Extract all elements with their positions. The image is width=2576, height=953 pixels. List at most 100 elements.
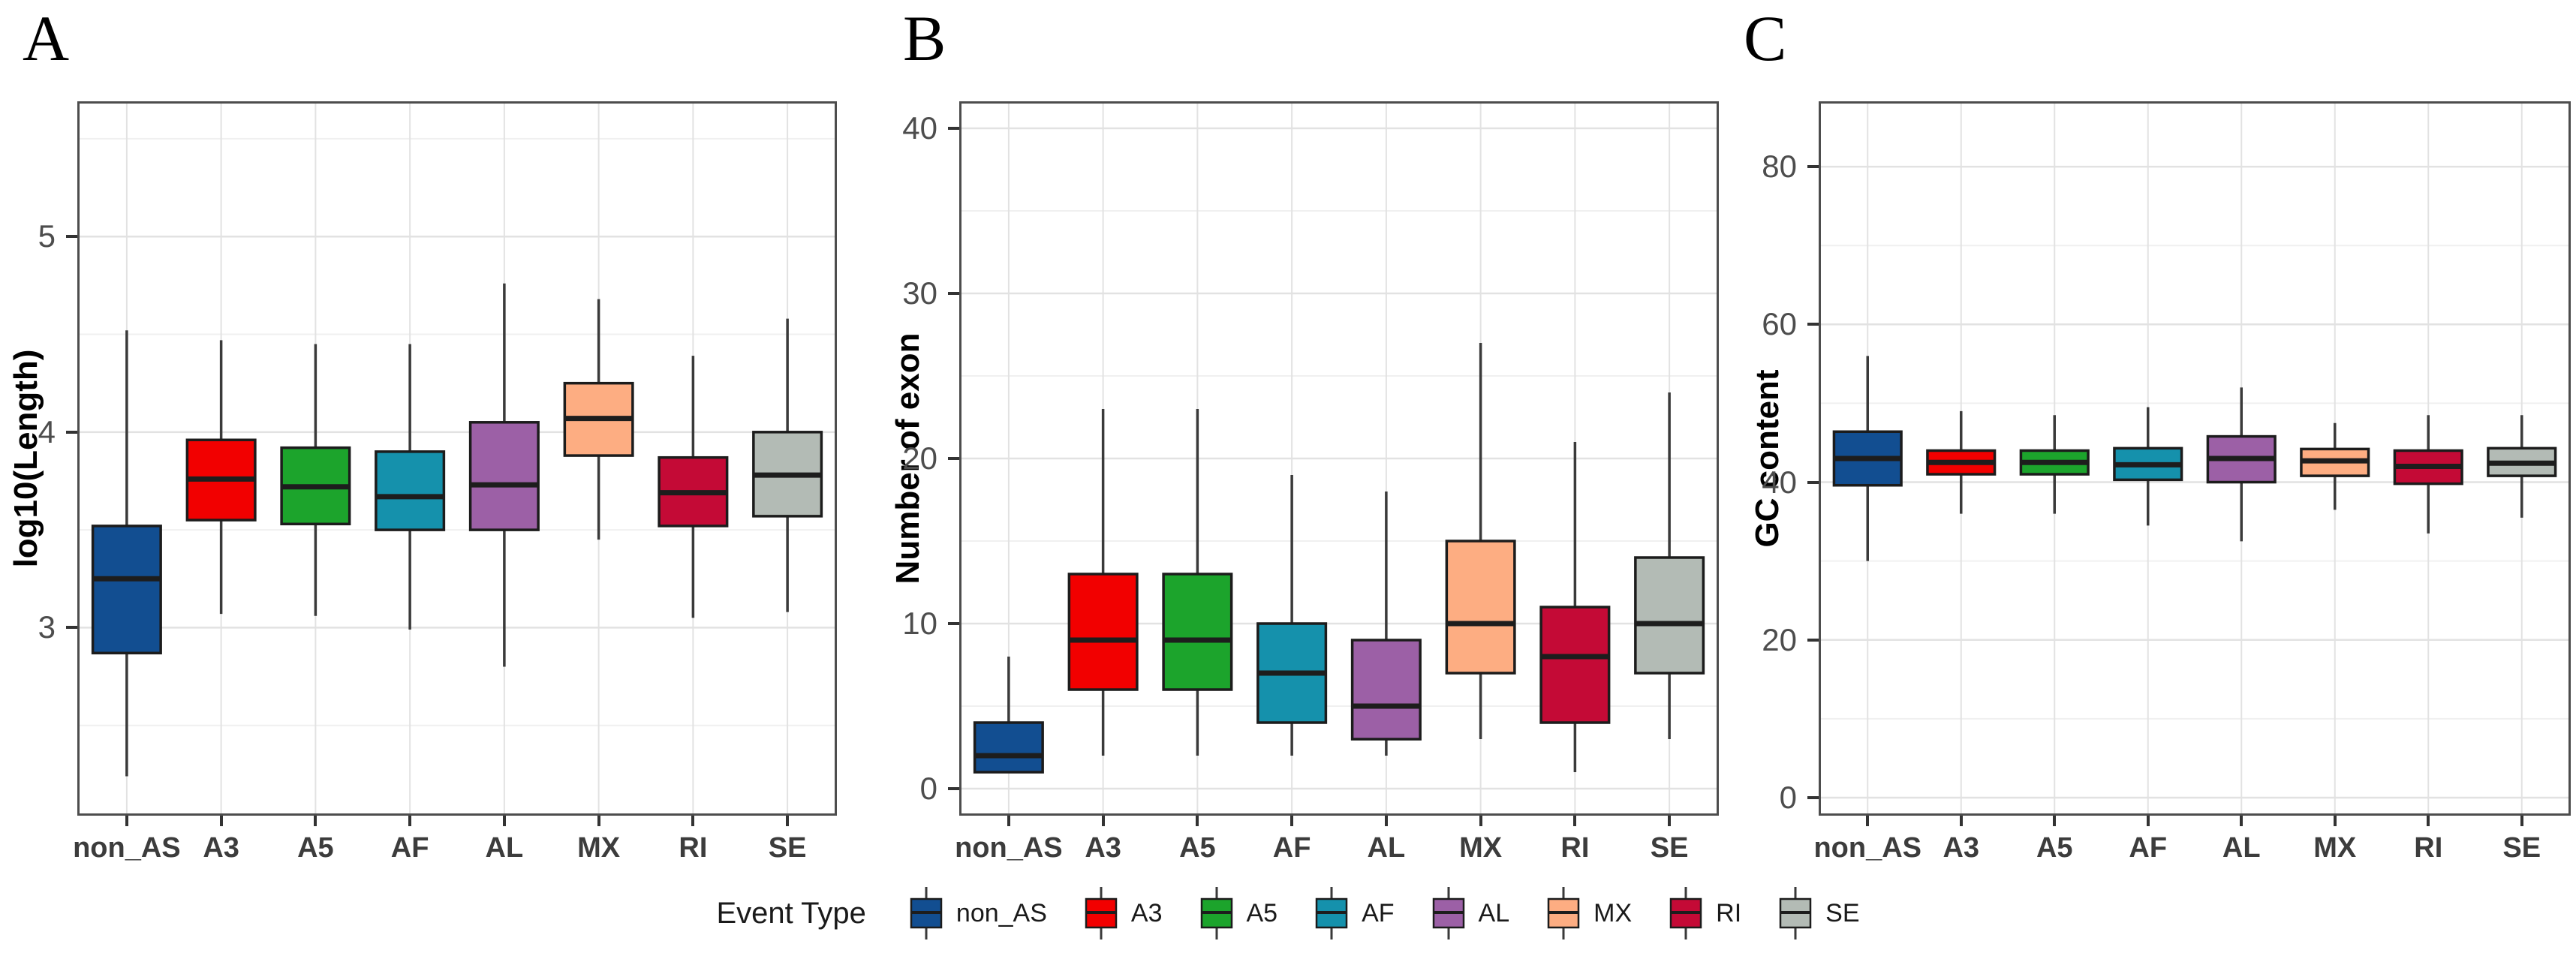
panel-c-letter: C (1744, 2, 1787, 74)
x-tick-mark (1959, 816, 1963, 826)
y-tick-label: 10 (902, 606, 937, 641)
x-tick-label-RI: RI (679, 832, 708, 864)
legend-label-AF: AF (1362, 898, 1395, 927)
y-tick-mark (948, 787, 959, 790)
boxplot-A5 (2019, 415, 2090, 514)
x-tick-label-A5: A5 (2036, 832, 2073, 864)
panel-b-plot-area (959, 101, 1719, 816)
boxplot-AF (1256, 475, 1328, 756)
x-tick-mark (691, 816, 695, 826)
y-tick-label: 40 (1762, 464, 1797, 500)
y-tick-mark (1807, 165, 1819, 169)
x-tick-mark (2333, 816, 2337, 826)
legend-item-RI: RI (1668, 887, 1741, 939)
legend-item-A3: A3 (1083, 887, 1163, 939)
x-tick-label-non_AS: non_AS (73, 832, 181, 864)
boxplot-non_AS (91, 330, 162, 777)
boxplot-AL (2206, 387, 2277, 542)
legend-label-RI: RI (1716, 898, 1742, 927)
x-tick-label-SE: SE (768, 832, 807, 864)
x-tick-mark (597, 816, 600, 826)
y-tick-label: 3 (38, 609, 56, 645)
x-tick-mark (2240, 816, 2243, 826)
x-tick-label-A5: A5 (297, 832, 334, 864)
x-tick-mark (1866, 816, 1870, 826)
x-tick-mark (408, 816, 412, 826)
y-tick-mark (1807, 323, 1819, 326)
x-tick-label-non_AS: non_AS (1813, 832, 1922, 864)
y-tick-label: 20 (1762, 621, 1797, 657)
x-tick-label-AL: AL (485, 832, 524, 864)
x-tick-label-RI: RI (2414, 832, 2443, 864)
legend-boxplot-glyph-non_AS (910, 887, 943, 939)
x-tick-mark (314, 816, 317, 826)
y-tick-mark (66, 626, 77, 630)
y-tick-mark (1807, 480, 1819, 484)
y-tick-label: 4 (38, 413, 56, 449)
y-tick-mark (66, 430, 77, 434)
x-tick-mark (786, 816, 790, 826)
legend-label-A5: A5 (1246, 898, 1278, 927)
panel-b-plot-svg (961, 104, 1717, 813)
boxplot-A5 (1162, 409, 1233, 756)
x-tick-mark (1384, 816, 1388, 826)
x-tick-mark (1668, 816, 1672, 826)
y-tick-label: 0 (919, 771, 937, 806)
legend-label-AL: AL (1478, 898, 1510, 927)
legend: Event Type non_AS A3 A5 AF AL MX RI SE (0, 887, 2576, 939)
legend-item-MX: MX (1545, 887, 1632, 939)
x-tick-label-RI: RI (1560, 832, 1590, 864)
legend-label-MX: MX (1593, 898, 1633, 927)
y-tick-mark (66, 235, 77, 239)
legend-item-A5: A5 (1199, 887, 1278, 939)
panel-a-plot-svg (80, 104, 835, 813)
x-tick-mark (2520, 816, 2523, 826)
x-tick-label-non_AS: non_AS (955, 832, 1063, 864)
x-tick-mark (125, 816, 128, 826)
boxplot-RI (658, 356, 729, 618)
panel-b-letter: B (903, 2, 946, 74)
x-tick-label-SE: SE (1650, 832, 1689, 864)
x-tick-label-MX: MX (577, 832, 621, 864)
legend-label-A3: A3 (1130, 898, 1163, 927)
y-tick-mark (1807, 638, 1819, 642)
y-tick-label: 30 (902, 275, 937, 311)
x-tick-label-AF: AF (1272, 832, 1311, 864)
boxplot-AF (2113, 407, 2183, 526)
boxplot-SE (752, 318, 823, 612)
boxplot-AL (468, 283, 540, 667)
boxplot-A3 (1067, 409, 1139, 756)
legend-label-SE: SE (1825, 898, 1860, 927)
x-tick-mark (219, 816, 223, 826)
x-tick-mark (502, 816, 506, 826)
legend-item-AL: AL (1431, 887, 1510, 939)
legend-item-SE: SE (1777, 887, 1860, 939)
boxplot-RI (2393, 415, 2463, 534)
x-tick-mark (1101, 816, 1105, 826)
panel-c-y-axis-label: GC content (1749, 369, 1786, 548)
x-tick-label-MX: MX (2313, 832, 2357, 864)
y-tick-label: 20 (902, 440, 937, 476)
x-tick-mark (2146, 816, 2150, 826)
x-tick-mark (1290, 816, 1294, 826)
x-tick-label-A5: A5 (1179, 832, 1216, 864)
y-tick-label: 60 (1762, 306, 1797, 342)
boxplot-SE (1634, 392, 1705, 739)
legend-boxplot-glyph-MX (1547, 887, 1580, 939)
y-tick-label: 5 (38, 218, 56, 254)
y-tick-label: 80 (1762, 149, 1797, 185)
x-tick-label-MX: MX (1459, 832, 1503, 864)
legend-boxplot-glyph-AL (1432, 887, 1464, 939)
y-tick-mark (948, 127, 959, 130)
legend-boxplot-glyph-AF (1315, 887, 1348, 939)
legend-title: Event Type (716, 896, 866, 930)
panel-c-plot-svg (1821, 104, 2568, 813)
boxplot-non_AS (973, 657, 1044, 774)
boxplot-SE (2487, 415, 2557, 518)
boxplot-non_AS (1832, 356, 1903, 561)
x-tick-mark (2427, 816, 2430, 826)
legend-boxplot-glyph-A5 (1200, 887, 1232, 939)
x-tick-mark (1479, 816, 1482, 826)
panel-a-letter: A (23, 2, 70, 74)
